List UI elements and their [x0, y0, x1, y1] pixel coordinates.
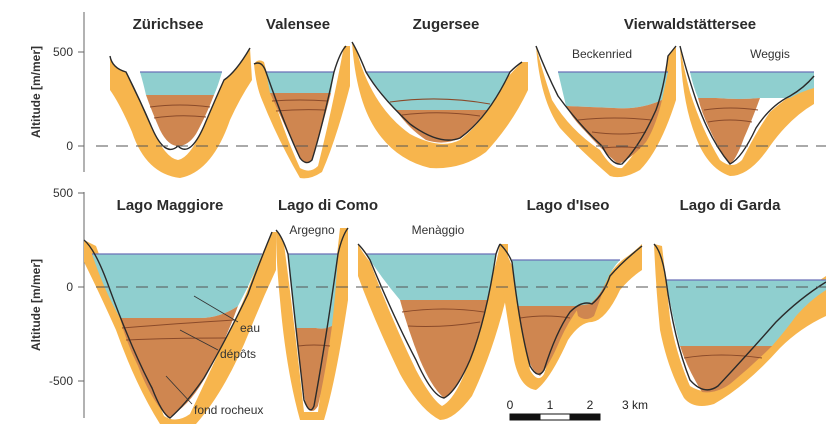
water-argegno — [288, 254, 338, 329]
sublabel-beckenried: Beckenried — [572, 47, 632, 61]
profile-iseo: Lago d'Iseo — [499, 197, 643, 390]
sediment-maggiore — [120, 306, 238, 418]
title-iseo: Lago d'Iseo — [527, 197, 610, 214]
bottom-axis: 500 0 -500 Altitude [m/mer] — [29, 186, 85, 418]
sediment-zugersee — [396, 110, 488, 143]
title-como: Lago di Como — [278, 197, 378, 214]
scale-label-0: 0 — [507, 398, 514, 412]
profile-menaggio: Menàggio — [357, 223, 508, 420]
scale-bar: 0 1 2 3 km — [507, 398, 648, 421]
bottom-tick-500: 500 — [53, 186, 73, 200]
profile-argegno: Argegno — [275, 223, 349, 420]
profile-zurichsee: Zürichsee — [109, 16, 252, 178]
water-iseo — [512, 260, 620, 306]
water-beckenried — [558, 72, 668, 109]
bottom-axis-label: Altitude [m/mer] — [29, 259, 43, 351]
title-vierwaldstattersee: Vierwaldstättersee — [624, 16, 756, 33]
profile-garda: Lago di Garda — [653, 197, 826, 406]
scale-label-2: 2 — [587, 398, 594, 412]
rock-zugersee — [352, 42, 528, 169]
profile-valensee: Valensee — [253, 16, 350, 179]
profile-beckenried: Beckenried — [535, 45, 677, 178]
profile-zugersee: Zugersee — [351, 16, 528, 169]
annotation-fond-rocheux: fond rocheux — [194, 403, 263, 417]
profile-weggis: Weggis — [679, 45, 815, 176]
sediment-argegno — [296, 326, 332, 411]
annotation-eau: eau — [240, 321, 260, 335]
rock-valensee — [254, 46, 350, 179]
water-zurichsee — [140, 72, 222, 95]
annotation-depots: dépôts — [220, 347, 256, 361]
annotations: eau dépôts fond rocheux — [165, 295, 263, 417]
scale-label-1: 1 — [547, 398, 554, 412]
bottom-tick-minus500: -500 — [49, 374, 73, 388]
rock-maggiore — [84, 232, 276, 424]
sediment-garda — [680, 346, 772, 393]
sediment-iseo-2 — [576, 282, 606, 319]
sublabel-argegno: Argegno — [289, 223, 335, 237]
water-weggis — [690, 72, 814, 99]
profile-maggiore: Lago Maggiore — [83, 197, 276, 424]
top-tick-500: 500 — [53, 45, 73, 59]
water-garda — [666, 280, 826, 346]
water-maggiore — [92, 254, 262, 318]
sublabel-weggis: Weggis — [750, 47, 790, 61]
rock-weggis — [680, 46, 814, 176]
sediment-iseo — [518, 306, 580, 376]
sediment-zurichsee — [146, 95, 214, 146]
rock-menaggio — [358, 244, 508, 420]
sublabel-menaggio: Menàggio — [412, 223, 465, 237]
top-axis-label: Altitude [m/mer] — [29, 46, 43, 138]
water-zugersee — [366, 72, 510, 110]
rock-argegno — [276, 228, 348, 420]
top-tick-0: 0 — [66, 139, 73, 153]
sediment-weggis — [698, 98, 760, 164]
water-valensee — [266, 72, 334, 93]
bottom-tick-0: 0 — [66, 280, 73, 294]
title-garda: Lago di Garda — [680, 197, 782, 214]
scale-label-3km: 3 km — [622, 398, 648, 412]
water-menaggio — [366, 254, 496, 300]
title-maggiore: Lago Maggiore — [117, 197, 224, 214]
title-valensee: Valensee — [266, 16, 330, 33]
title-zugersee: Zugersee — [413, 16, 480, 33]
title-zurichsee: Zürichsee — [133, 16, 204, 33]
top-axis: 500 0 Altitude [m/mer] — [29, 12, 85, 172]
